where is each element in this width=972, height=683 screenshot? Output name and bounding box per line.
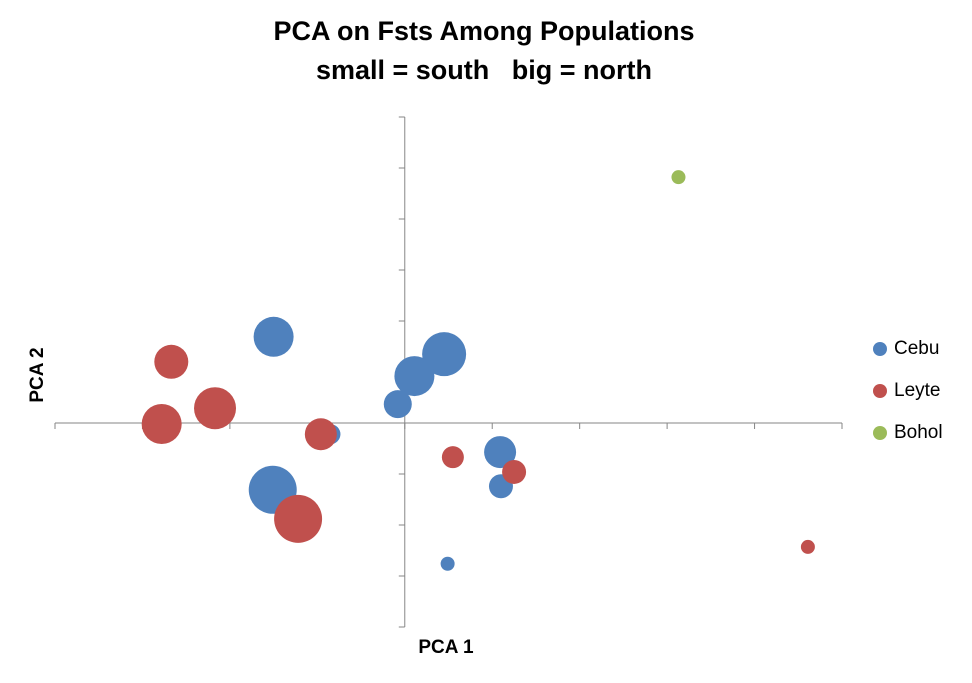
legend-label: Leyte <box>894 380 940 401</box>
legend-marker <box>873 426 887 440</box>
bubble <box>141 404 182 445</box>
bubble <box>440 556 455 571</box>
bubble <box>484 436 517 469</box>
bubble <box>422 332 467 377</box>
bubble <box>274 494 323 543</box>
x-axis-label: PCA 1 <box>418 637 474 658</box>
bubble <box>304 418 337 451</box>
bubble <box>394 356 435 397</box>
bubble <box>502 459 527 484</box>
legend-marker <box>873 342 887 356</box>
chart-title: PCA on Fsts Among Populations <box>274 16 695 46</box>
bubble <box>671 170 686 185</box>
bubble <box>800 539 815 554</box>
y-axis-label: PCA 2 <box>27 347 48 402</box>
bubble <box>154 344 189 379</box>
bubble <box>253 316 294 357</box>
bubble <box>194 387 237 430</box>
legend-label: Cebu <box>894 338 939 359</box>
legend-label: Bohol <box>894 422 943 443</box>
legend-marker <box>873 384 887 398</box>
chart-subtitle: small = south big = north <box>316 55 652 85</box>
bubble <box>441 446 464 469</box>
bubble <box>383 390 412 419</box>
